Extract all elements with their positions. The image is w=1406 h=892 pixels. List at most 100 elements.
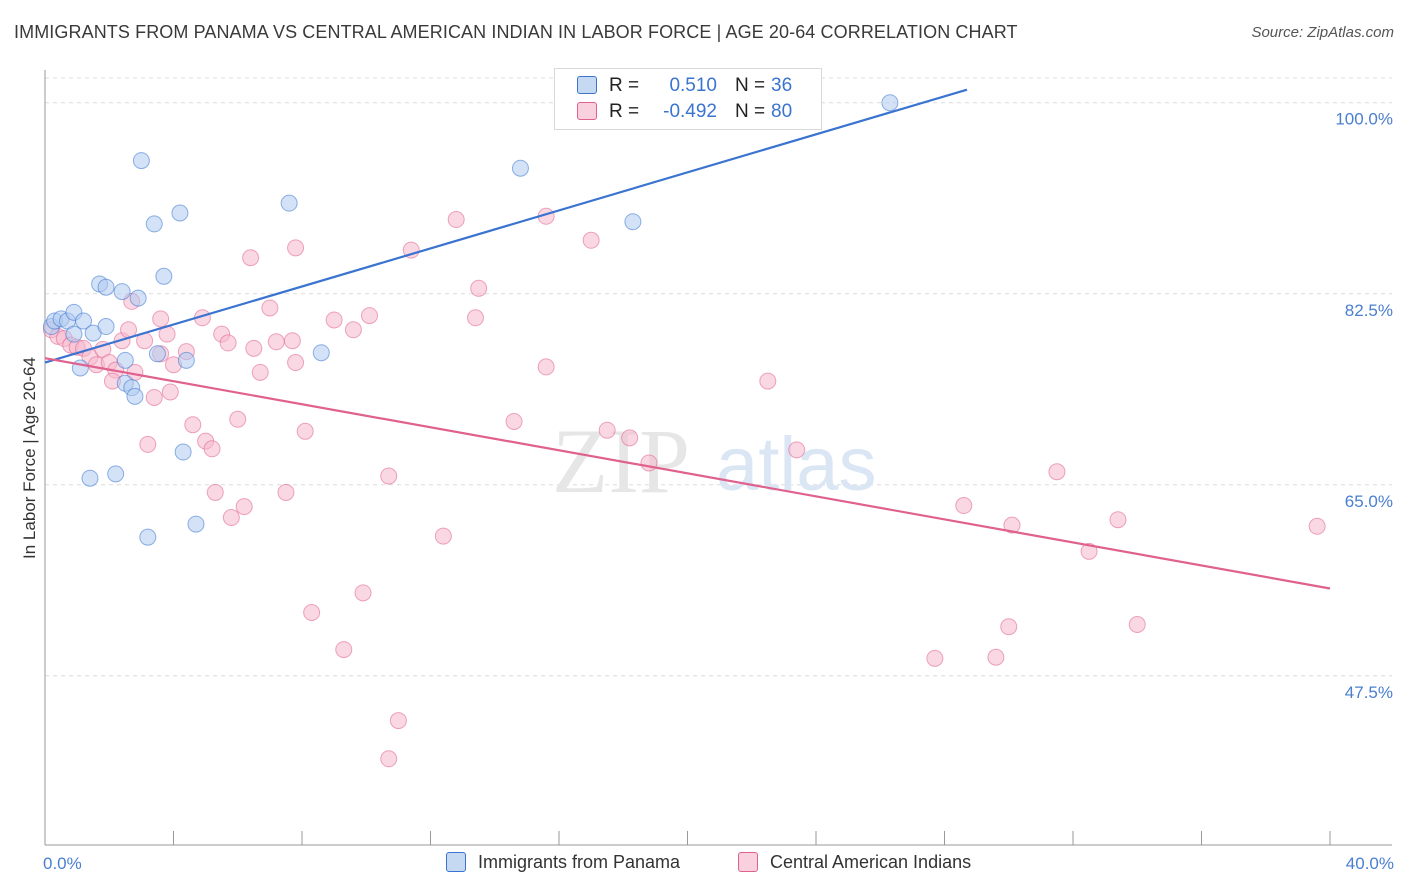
panama-point (97, 318, 115, 336)
bottom-legend-indians: Central American Indians (738, 852, 971, 873)
legend-swatch-indians (577, 102, 597, 120)
chart-title: IMMIGRANTS FROM PANAMA VS CENTRAL AMERIC… (14, 22, 1018, 42)
indian-point (303, 604, 321, 621)
legend-r-value: 0.510 (669, 75, 717, 96)
bottom-legend-swatch-indians (738, 852, 758, 872)
panama-point (174, 443, 192, 461)
panama-point (113, 283, 131, 301)
indian-point (277, 483, 295, 501)
indian-point (470, 279, 488, 297)
indian-point (1128, 616, 1146, 634)
legend-n-value: 80 (771, 101, 793, 122)
indian-point (380, 750, 398, 768)
legend-r-value: -0.492 (663, 101, 717, 122)
panama-point (177, 351, 195, 369)
panama-point (97, 278, 115, 296)
indian-point (261, 299, 279, 317)
indian-point (1109, 511, 1127, 529)
indian-point (788, 441, 806, 459)
indian-point (283, 332, 301, 350)
indian-point (621, 429, 639, 447)
indian-point (229, 410, 247, 428)
indian-point (251, 363, 269, 381)
indian-point (161, 383, 179, 401)
indian-point (344, 321, 362, 339)
panama-point (139, 528, 157, 546)
indian-point (296, 422, 314, 440)
panama-trend-line (44, 88, 968, 364)
y-tick-label: 47.5% (1345, 683, 1393, 702)
indian-point (505, 412, 523, 430)
trend-lines (44, 88, 1331, 590)
axes (44, 70, 1392, 846)
indian-point (245, 339, 263, 357)
indian-point (1048, 463, 1066, 481)
legend-row-panama: R = 0.510 N = 36 (577, 75, 792, 101)
legend-n-label: N = (735, 75, 766, 96)
y-tick-label: 65.0% (1345, 492, 1393, 511)
panama-point (148, 345, 166, 363)
indian-point (206, 483, 224, 501)
indian-point (139, 435, 157, 453)
panama-point (132, 152, 150, 170)
panama-point (145, 215, 163, 233)
legend-swatch-panama (577, 76, 597, 94)
tick-labels: 100.0% 82.5% 65.0% 47.5% 0.0% 40.0% (43, 110, 1394, 873)
indian-point (1080, 542, 1098, 560)
y-tick-label: 82.5% (1345, 301, 1393, 320)
source-label: Source: ZipAtlas.com (1251, 24, 1394, 41)
y-axis-label: In Labor Force | Age 20-64 (20, 357, 39, 559)
panama-point (312, 344, 330, 362)
legend-n-label: N = (735, 101, 766, 122)
panama-point (129, 289, 147, 307)
panama-point (81, 469, 99, 487)
indian-point (235, 498, 253, 516)
panama-point (624, 213, 642, 231)
panama-point (126, 387, 144, 405)
indian-point (287, 239, 305, 257)
indian-point (219, 334, 237, 352)
legend-r-label: R = (609, 75, 640, 96)
indian-point (447, 211, 465, 229)
series-immigrants-from-panama (42, 94, 899, 546)
indian-trend-line (44, 357, 1331, 590)
bottom-legend-swatch-panama (446, 852, 466, 872)
panama-point (155, 267, 173, 285)
indian-point (759, 372, 777, 390)
indian-point (537, 358, 555, 376)
legend-row-indians: R = -0.492 N = 80 (577, 101, 792, 127)
indian-point (184, 416, 202, 434)
legend-r-label: R = (609, 101, 640, 122)
indian-point (1308, 517, 1326, 535)
indian-point (466, 309, 484, 327)
panama-point (881, 94, 899, 112)
indian-point (335, 641, 353, 659)
indian-point (222, 509, 240, 527)
x-tick-label: 40.0% (1346, 854, 1394, 873)
panama-point (280, 194, 298, 212)
indian-point (325, 311, 343, 329)
watermark-atlas: atlas (716, 422, 877, 507)
indian-point (955, 497, 973, 515)
indian-point (267, 333, 285, 351)
bottom-legend-panama: Immigrants from Panama (446, 852, 680, 873)
indian-point (203, 440, 221, 458)
indian-point (1000, 618, 1018, 636)
indian-point (389, 712, 407, 730)
panama-point (171, 204, 189, 222)
indian-point (402, 241, 420, 259)
correlation-legend: R = 0.510 N = 36 R = -0.492 N = 80 (554, 68, 822, 130)
indian-point (598, 421, 616, 439)
grid-lines (45, 77, 1392, 677)
indian-point (1003, 516, 1021, 534)
bottom-legend-label-indians: Central American Indians (770, 852, 972, 872)
indian-point (582, 231, 600, 249)
panama-point (75, 312, 93, 330)
panama-point (116, 351, 134, 369)
indian-point (987, 648, 1005, 666)
indian-point (640, 454, 658, 472)
indian-point (380, 467, 398, 485)
indian-point (145, 388, 163, 406)
x-tick-label: 0.0% (43, 854, 82, 873)
